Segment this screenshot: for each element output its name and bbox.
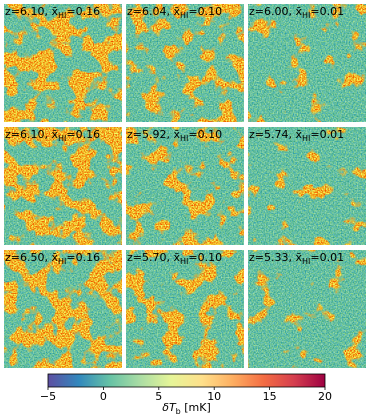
tick-label: 15 (263, 390, 277, 403)
panel-x-symbol: x̄ (173, 128, 180, 141)
panel-x-sub: HI (58, 257, 66, 266)
map-panel (4, 4, 122, 122)
map-panel (4, 127, 122, 245)
map-panel (126, 4, 244, 122)
panel-x-value: =0.10 (188, 5, 222, 18)
panel-x-symbol: x̄ (51, 251, 58, 264)
map-panel (248, 250, 366, 368)
panel-x-sub: HI (58, 134, 66, 143)
panel-x-sub: HI (180, 257, 188, 266)
tick-label: 10 (207, 390, 221, 403)
panel-label: z=5.70, x̄HI=0.10 (127, 251, 222, 266)
panel-x-value: =0.10 (188, 128, 222, 141)
map-panel (248, 4, 366, 122)
map-panel (4, 250, 122, 368)
panel-z: z=5.92, (127, 128, 173, 141)
panel-x-value: =0.16 (66, 5, 100, 18)
tick-label: 20 (318, 390, 332, 403)
panel-label: z=6.50, x̄HI=0.16 (5, 251, 100, 266)
panel-z: z=6.10, (5, 5, 51, 18)
panel-x-value: =0.16 (66, 128, 100, 141)
panel-z: z=6.04, (127, 5, 173, 18)
panel-x-symbol: x̄ (295, 128, 302, 141)
panel-label: z=6.10, x̄HI=0.16 (5, 5, 100, 20)
panel-x-symbol: x̄ (51, 5, 58, 18)
panel-label: z=5.74, x̄HI=0.01 (249, 128, 344, 143)
label-sub: b (176, 407, 181, 416)
panel-x-sub: HI (180, 11, 188, 20)
panel-x-sub: HI (180, 134, 188, 143)
panel-label: z=5.92, x̄HI=0.10 (127, 128, 222, 143)
label-symbol: δT (162, 401, 177, 414)
panel-x-symbol: x̄ (173, 5, 180, 18)
panel-z: z=5.33, (249, 251, 295, 264)
panel-z: z=6.10, (5, 128, 51, 141)
label-unit: [mK] (181, 401, 211, 414)
panel-z: z=6.50, (5, 251, 51, 264)
panel-label: z=5.33, x̄HI=0.01 (249, 251, 344, 266)
panel-x-symbol: x̄ (51, 128, 58, 141)
map-panel (126, 250, 244, 368)
panel-z: z=6.00, (249, 5, 295, 18)
tick-label: 0 (100, 390, 107, 403)
panel-x-value: =0.01 (310, 251, 344, 264)
panel-x-value: =0.01 (310, 128, 344, 141)
map-panel (126, 127, 244, 245)
colorbar-label: δTb [mK] (162, 401, 211, 416)
panel-x-value: =0.10 (188, 251, 222, 264)
panel-z: z=5.70, (127, 251, 173, 264)
panel-x-symbol: x̄ (295, 5, 302, 18)
panel-label: z=6.10, x̄HI=0.16 (5, 128, 100, 143)
panel-label: z=6.04, x̄HI=0.10 (127, 5, 222, 20)
panel-x-value: =0.01 (310, 5, 344, 18)
tick-label: 5 (155, 390, 162, 403)
panel-x-sub: HI (58, 11, 66, 20)
map-panel (248, 127, 366, 245)
panel-x-sub: HI (302, 257, 310, 266)
panel-x-symbol: x̄ (173, 251, 180, 264)
panel-x-sub: HI (302, 134, 310, 143)
colorbar (47, 373, 326, 388)
panel-x-symbol: x̄ (295, 251, 302, 264)
panel-x-value: =0.16 (66, 251, 100, 264)
tick-label: −5 (40, 390, 56, 403)
panel-x-sub: HI (302, 11, 310, 20)
panel-z: z=5.74, (249, 128, 295, 141)
panel-label: z=6.00, x̄HI=0.01 (249, 5, 344, 20)
